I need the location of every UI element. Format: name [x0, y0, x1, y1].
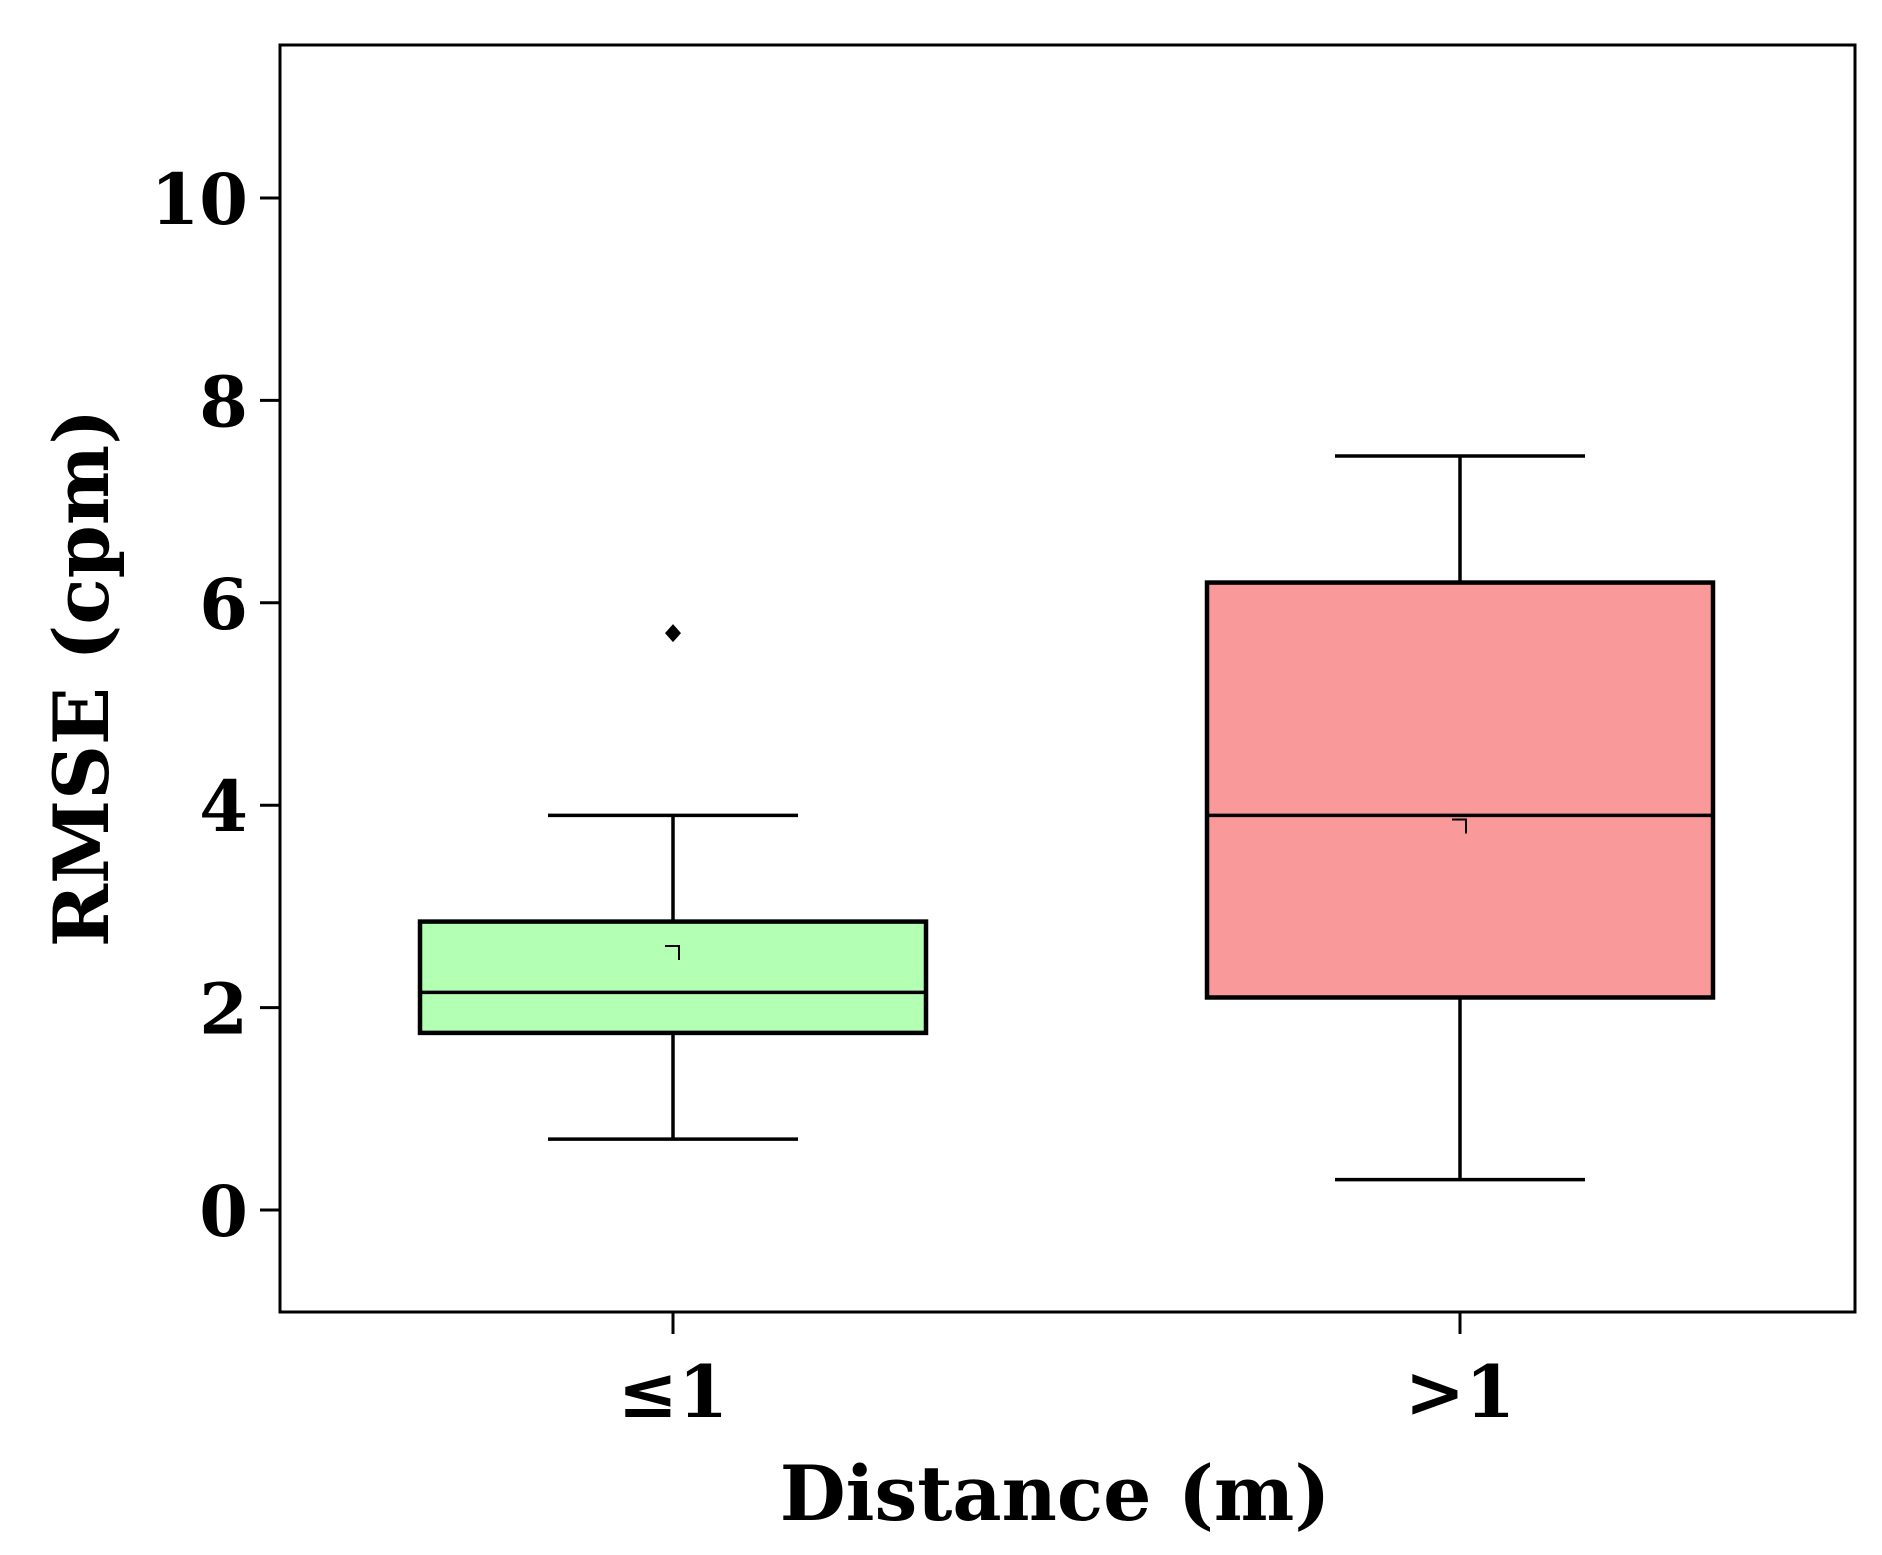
y-tick-label: 8 — [199, 360, 248, 443]
y-axis-label: RMSE (cpm) — [37, 409, 126, 947]
mean-marker — [1452, 818, 1467, 834]
box-group — [417, 624, 929, 1141]
x-axis: ≤1 >1 — [618, 1312, 1515, 1434]
mean-marker — [665, 944, 680, 960]
x-tick-label: ≤1 — [618, 1349, 728, 1434]
y-axis: 0 2 4 6 8 10 — [151, 158, 280, 1253]
outlier-point — [665, 624, 681, 643]
iqr-box — [1204, 580, 1716, 1000]
iqr-box — [417, 919, 929, 1036]
boxes-layer — [417, 454, 1716, 1182]
y-tick-label: 4 — [199, 765, 248, 848]
box-group — [1204, 454, 1716, 1182]
x-axis-label: Distance (m) — [780, 1449, 1331, 1538]
y-tick-label: 6 — [199, 563, 248, 646]
y-tick-label: 0 — [199, 1170, 248, 1253]
plot-area-frame — [278, 43, 1857, 1314]
y-tick-label: 2 — [199, 968, 248, 1051]
y-tick-label: 10 — [151, 158, 248, 241]
x-tick-label: >1 — [1405, 1349, 1515, 1434]
